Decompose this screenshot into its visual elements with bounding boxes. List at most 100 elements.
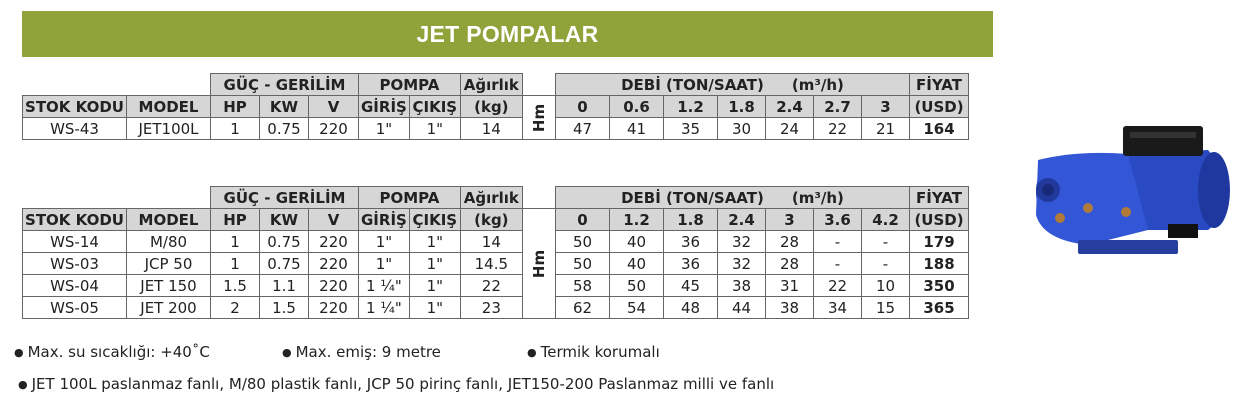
cell-stock: WS-03 xyxy=(22,252,127,275)
table-row: WS-04 JET 150 1.5 1.1 220 1 ¼" 1" 22 58 50 45 38 31 2… xyxy=(22,274,970,297)
cell-head: 44 xyxy=(717,296,767,319)
group-power: GÜÇ - GERİLİM xyxy=(210,73,359,96)
cell-price: 350 xyxy=(909,274,970,297)
cell-head: 24 xyxy=(765,117,815,140)
cell-stock: WS-43 xyxy=(22,117,127,140)
cell-price: 188 xyxy=(909,252,970,275)
cell-head: 36 xyxy=(663,252,719,275)
table-row: WS-05 JET 200 2 1.5 220 1 ¼" 1" 23 62 54 48 44 38 34 1… xyxy=(22,296,970,319)
col-weight-unit: (kg) xyxy=(459,208,523,231)
cell-kw: 1.5 xyxy=(259,296,309,319)
cell-head: - xyxy=(813,230,863,253)
cell-head: 50 xyxy=(555,230,611,253)
col-model: MODEL xyxy=(126,95,211,118)
page-banner: JET POMPALAR xyxy=(22,11,993,57)
cell-kw: 1.1 xyxy=(259,274,309,297)
cell-head: 58 xyxy=(555,274,611,297)
cell-price: 164 xyxy=(909,117,970,140)
flow-label: DEBİ (TON/SAAT) xyxy=(621,75,764,94)
col-flow: 0.6 xyxy=(609,95,665,118)
cell-inlet: 1 ¼" xyxy=(358,296,410,319)
cell-head: - xyxy=(861,230,911,253)
header-row-groups: GÜÇ - GERİLİM POMPA Ağırlık DEBİ (TON/SAAT)… xyxy=(23,73,970,96)
cell-hp: 1 xyxy=(210,230,260,253)
col-flow: 2.4 xyxy=(765,95,815,118)
group-price: FİYAT xyxy=(909,186,970,209)
hm-label: Hm xyxy=(521,95,557,140)
bullet-icon: ● xyxy=(14,346,24,359)
cell-head: 34 xyxy=(813,296,863,319)
cell-inlet: 1" xyxy=(358,230,410,253)
col-flow: 3.6 xyxy=(813,208,863,231)
cell-v: 220 xyxy=(308,252,359,275)
col-inlet: GİRİŞ xyxy=(358,208,410,231)
header-row-columns: STOK KODU MODEL HP KW V GİRİŞ ÇIKIŞ (kg) Hm 0 1.2 1… xyxy=(22,208,970,319)
hm-text: Hm xyxy=(529,249,548,278)
group-price: FİYAT xyxy=(909,73,970,96)
cell-head: 31 xyxy=(765,274,815,297)
cell-head: 30 xyxy=(717,117,767,140)
note-suction: ● Max. emiş: 9 metre xyxy=(282,343,441,361)
cell-hp: 1 xyxy=(210,252,260,275)
hm-gap-cell xyxy=(521,186,557,209)
header-row-groups: GÜÇ - GERİLİM POMPA Ağırlık DEBİ (TON/SAAT)… xyxy=(23,186,970,209)
cell-model: JET 200 xyxy=(126,296,211,319)
bullet-icon: ● xyxy=(527,346,537,359)
cell-head: 50 xyxy=(609,274,665,297)
cell-head: 47 xyxy=(555,117,611,140)
col-flow: 4.2 xyxy=(861,208,911,231)
cell-v: 220 xyxy=(308,296,359,319)
bullet-icon: ● xyxy=(18,378,28,391)
cell-outlet: 1" xyxy=(408,117,461,140)
note-thermal: ● Termik korumalı xyxy=(527,343,660,361)
table-row: WS-14 M/80 1 0.75 220 1" 1" 14 50 40 36 32 28- -179 xyxy=(22,230,970,253)
col-flow: 2.4 xyxy=(717,208,767,231)
cell-head: 50 xyxy=(555,252,611,275)
cell-model: JET100L xyxy=(126,117,211,140)
cell-hp: 1 xyxy=(210,117,260,140)
cell-head: 35 xyxy=(663,117,719,140)
cell-weight: 22 xyxy=(459,274,523,297)
col-v: V xyxy=(308,208,359,231)
col-outlet: ÇIKIŞ xyxy=(408,95,461,118)
cell-price: 365 xyxy=(909,296,970,319)
col-flow: 0 xyxy=(555,208,611,231)
col-price-unit: (USD) xyxy=(909,95,970,118)
cell-head: 41 xyxy=(609,117,665,140)
blank-cell xyxy=(23,74,211,96)
col-flow: 2.7 xyxy=(813,95,863,118)
cell-outlet: 1" xyxy=(408,296,461,319)
cell-outlet: 1" xyxy=(408,252,461,275)
hm-label: Hm xyxy=(521,208,557,319)
col-stock: STOK KODU xyxy=(22,95,127,118)
col-hp: HP xyxy=(210,95,260,118)
group-weight: Ağırlık xyxy=(459,73,523,96)
col-v: V xyxy=(308,95,359,118)
cell-weight: 14 xyxy=(459,117,523,140)
spec-table-jet-series: GÜÇ - GERİLİM POMPA Ağırlık DEBİ (TON/SAAT)… xyxy=(22,186,970,319)
cell-kw: 0.75 xyxy=(259,252,309,275)
cell-head: 32 xyxy=(717,230,767,253)
cell-head: 22 xyxy=(813,117,863,140)
cell-stock: WS-04 xyxy=(22,274,127,297)
cell-head: - xyxy=(861,252,911,275)
col-stock: STOK KODU xyxy=(22,208,127,231)
group-pump: POMPA xyxy=(358,73,461,96)
hm-gap-cell xyxy=(521,73,557,96)
cell-price: 179 xyxy=(909,230,970,253)
cell-inlet: 1 ¼" xyxy=(358,274,410,297)
col-flow: 1.2 xyxy=(609,208,665,231)
col-inlet: GİRİŞ xyxy=(358,95,410,118)
cell-v: 220 xyxy=(308,274,359,297)
table-row: WS-03 JCP 50 1 0.75 220 1" 1" 14.5 50 40 36 32 28- -1… xyxy=(22,252,970,275)
cell-head: 28 xyxy=(765,230,815,253)
jet-pump-image xyxy=(1036,126,1230,254)
group-flow: DEBİ (TON/SAAT) (m³/h) xyxy=(555,186,911,209)
group-flow: DEBİ (TON/SAAT) (m³/h) xyxy=(555,73,911,96)
group-power: GÜÇ - GERİLİM xyxy=(210,186,359,209)
cell-head: 32 xyxy=(717,252,767,275)
col-flow: 1.8 xyxy=(663,208,719,231)
header-row-columns: STOK KODU MODEL HP KW V GİRİŞ ÇIKIŞ (kg) Hm 0 0.6 1… xyxy=(22,95,970,140)
col-price-unit: (USD) xyxy=(909,208,970,231)
note-models: ● JET 100L paslanmaz fanlı, M/80 plastik … xyxy=(18,375,775,393)
